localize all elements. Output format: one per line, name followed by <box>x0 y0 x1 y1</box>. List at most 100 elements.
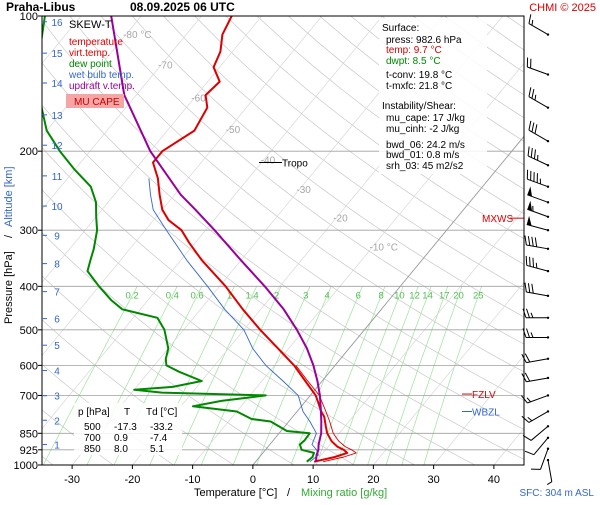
mu-cape-label: MU CAPE <box>74 97 120 108</box>
mixing-ratio-label: 0.4 <box>166 290 179 301</box>
altitude-tick-label: 11 <box>52 172 63 183</box>
y-axis-title-altitude: Altitude [km] <box>3 166 15 227</box>
chart-title: SKEW-T <box>69 19 112 31</box>
pressure-tick-label: 850 <box>20 428 38 440</box>
surface-tmxfc: t-mxfc: 21.8 °C <box>386 81 452 92</box>
pressure-tick-label: 925 <box>20 445 38 457</box>
wbzl-label: WBZL <box>472 407 500 418</box>
altitude-tick-label: 4 <box>54 367 60 378</box>
wind-barb-base <box>547 164 549 166</box>
credit-text: CHMI © 2025 <box>529 2 596 14</box>
level-table-cell: 5.1 <box>150 444 164 455</box>
wind-barb-base <box>547 216 549 218</box>
surface-tconv: t-conv: 19.8 °C <box>386 70 452 81</box>
wind-barb-base <box>547 201 549 203</box>
wind-barb-base <box>547 106 549 108</box>
mixing-ratio-label: 8 <box>379 290 384 301</box>
level-table-cell: 700 <box>84 433 101 444</box>
isotherm-label: -80 °C <box>123 30 151 41</box>
surface-dwpt: dwpt: 8.5 °C <box>386 56 441 67</box>
pressure-tick-label: 700 <box>20 390 38 402</box>
mixing-ratio-label: 25 <box>473 290 484 301</box>
wind-barb-base <box>547 459 549 461</box>
pressure-tick-label: 400 <box>20 281 38 293</box>
instability-heading: Instability/Shear: <box>382 101 456 112</box>
legend-temperature: temperature <box>69 37 123 48</box>
wind-barb-base <box>547 448 549 450</box>
altitude-tick-label: 6 <box>54 315 60 326</box>
mixing-ratio-label: 12 <box>409 290 420 301</box>
isotherm-label: -40 <box>261 155 276 166</box>
instability-mu-cinh: mu_cinh: -2 J/kg <box>386 124 459 135</box>
wind-barb-base <box>547 377 549 379</box>
mixing-ratio-label: 0.6 <box>190 290 203 301</box>
mixing-ratio-label: 6 <box>356 290 361 301</box>
isotherm-label: -60 <box>191 94 206 105</box>
legend-dew-point: dew point <box>69 59 112 70</box>
altitude-tick-label: 10 <box>51 202 63 213</box>
level-table-header-t: T <box>124 407 130 418</box>
isotherm-label: -50 <box>226 125 241 136</box>
mixing-ratio-label: 17 <box>439 290 450 301</box>
altitude-tick-label: 12 <box>51 141 63 152</box>
pressure-tick-label: 500 <box>20 325 38 337</box>
wind-barb-full <box>533 258 534 267</box>
temperature-tick-label: -20 <box>124 474 140 486</box>
isotherm-label: -10 °C <box>370 243 398 254</box>
altitude-tick-label: 9 <box>54 231 60 242</box>
tropopause-label: Tropo <box>282 159 308 170</box>
sfc-note: SFC: 304 m ASL <box>520 488 595 499</box>
mixing-ratio-label: 4 <box>324 290 329 301</box>
wind-barb-base <box>547 186 549 188</box>
wind-barb-base <box>547 295 549 297</box>
wind-barb-base <box>547 425 549 427</box>
level-table-cell: 0.9 <box>114 433 128 444</box>
sounding-datetime: 08.09.2025 06 UTC <box>130 0 235 14</box>
altitude-tick-label: 1 <box>54 440 60 451</box>
altitude-tick-label: 15 <box>51 49 63 60</box>
temperature-tick-label: 0 <box>250 474 256 486</box>
x-axis-title-mixing-ratio: Mixing ratio [g/kg] <box>301 487 387 499</box>
wind-barb-half <box>536 263 537 268</box>
mixing-ratio-label: 1.4 <box>245 290 258 301</box>
level-table-cell: 500 <box>84 422 101 433</box>
wind-barb-base <box>547 437 549 439</box>
y-axis-title: Pressure [hPa] <box>3 251 15 324</box>
temperature-tick-label: 30 <box>427 474 439 486</box>
wind-barb-base <box>547 317 549 319</box>
wind-barb-base <box>547 73 549 75</box>
mixing-ratio-label: 3 <box>303 290 308 301</box>
pressure-tick-label: 200 <box>20 146 38 158</box>
info-box: Surface: press: 982.6 hPa temp: 9.7 °C d… <box>379 18 487 174</box>
legend-virt-temp: virt.temp. <box>69 48 110 59</box>
station-name: Praha-Libus <box>6 0 76 14</box>
shear-bwd-01: bwd_01: 0.8 m/s <box>386 150 459 161</box>
temperature-tick-label: -10 <box>185 474 201 486</box>
altitude-tick-label: 5 <box>54 341 60 352</box>
isotherm-label: -20 <box>333 214 348 225</box>
altitude-tick-label: 8 <box>54 260 60 271</box>
altitude-tick-label: 7 <box>54 288 60 299</box>
mxws-label: MXWS <box>482 214 513 225</box>
altitude-tick-label: 13 <box>51 111 63 122</box>
pressure-tick-label: 300 <box>20 225 38 237</box>
level-table-cell: -7.4 <box>150 433 168 444</box>
temperature-tick-label: 20 <box>367 474 379 486</box>
isotherm-label: -30 <box>296 185 311 196</box>
wind-barb-base <box>547 33 549 35</box>
fzlv-label: FZLV <box>472 390 496 401</box>
wind-barb-base <box>547 336 549 338</box>
altitude-tick-label: 14 <box>51 79 63 90</box>
altitude-tick-label: 3 <box>54 392 60 403</box>
temperature-tick-label: -30 <box>64 474 80 486</box>
mixing-ratio-label: 0.2 <box>125 290 138 301</box>
wind-barb-full <box>526 256 527 265</box>
surface-temp: temp: 9.7 °C <box>386 45 442 56</box>
level-table-header-td: Td [°C] <box>146 407 177 418</box>
shear-srh-03: srh_03: 45 m2/s2 <box>386 161 464 172</box>
altitude-tick-label: 16 <box>51 18 63 29</box>
level-table-cell: 850 <box>84 444 101 455</box>
wind-barb-base <box>547 140 549 142</box>
legend-updraft: updraft v.temp. <box>69 81 135 92</box>
